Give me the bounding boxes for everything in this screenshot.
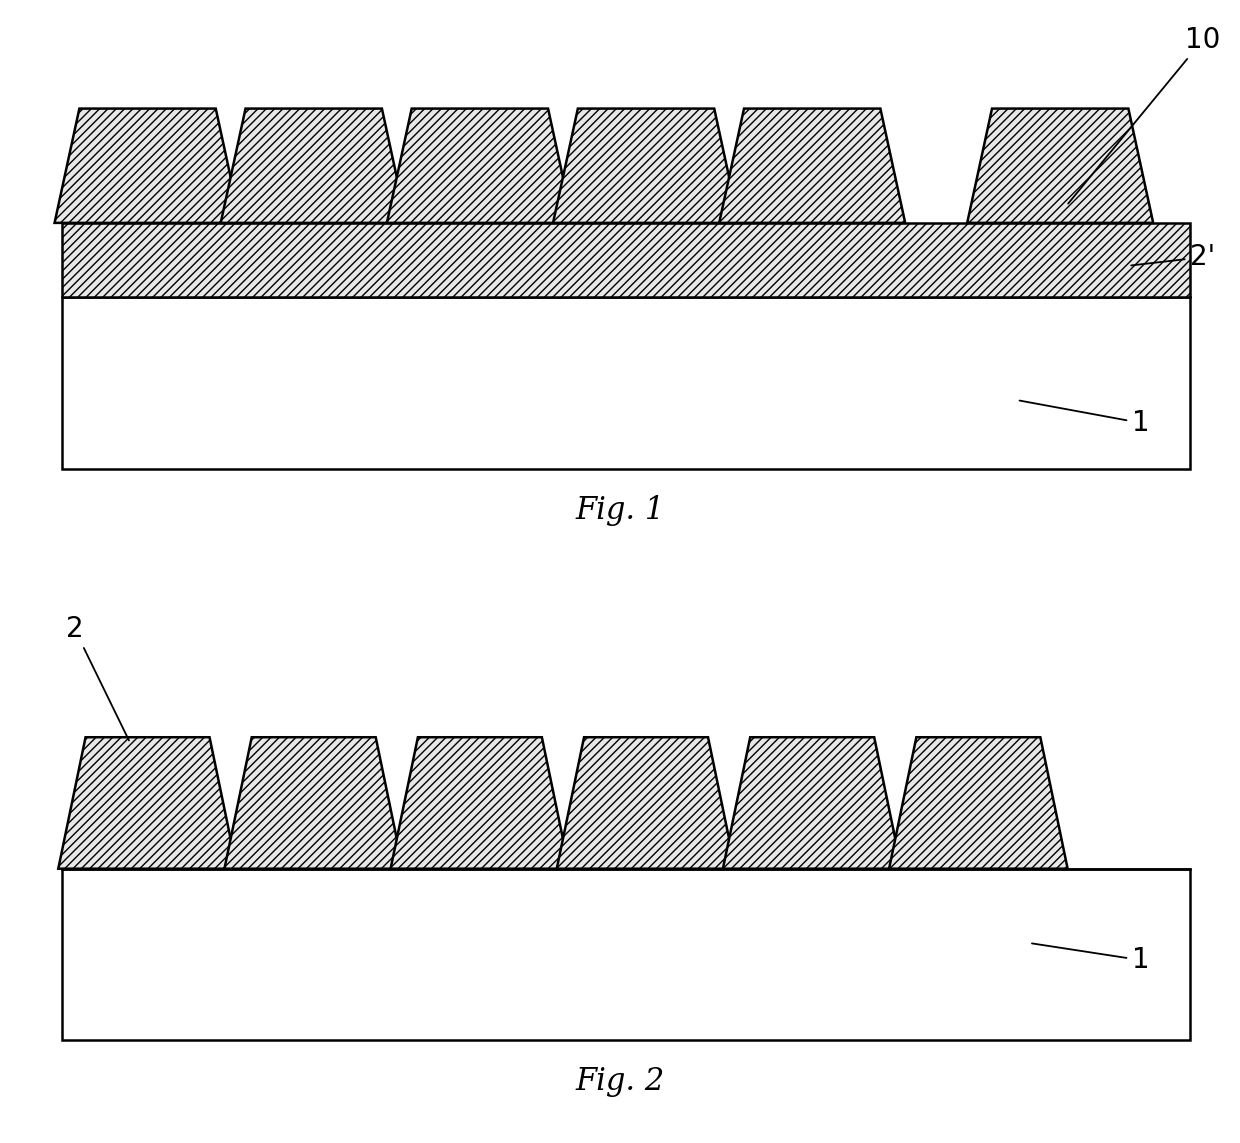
Polygon shape <box>889 737 1068 869</box>
Polygon shape <box>557 737 735 869</box>
Polygon shape <box>58 737 237 869</box>
Text: 2': 2' <box>1131 243 1215 271</box>
Polygon shape <box>967 109 1153 223</box>
Text: Fig. 1: Fig. 1 <box>575 495 665 526</box>
Text: 2: 2 <box>66 615 129 741</box>
Text: 10: 10 <box>1068 26 1220 203</box>
Text: 1: 1 <box>1019 400 1149 437</box>
FancyBboxPatch shape <box>62 297 1190 469</box>
Bar <box>62 223 1190 297</box>
Polygon shape <box>719 109 905 223</box>
Polygon shape <box>553 109 739 223</box>
Bar <box>62 869 1190 1040</box>
Text: 1: 1 <box>1032 943 1149 974</box>
Polygon shape <box>723 737 901 869</box>
Polygon shape <box>224 737 403 869</box>
Polygon shape <box>55 109 241 223</box>
Polygon shape <box>387 109 573 223</box>
Polygon shape <box>221 109 407 223</box>
Polygon shape <box>391 737 569 869</box>
Text: Fig. 2: Fig. 2 <box>575 1066 665 1097</box>
